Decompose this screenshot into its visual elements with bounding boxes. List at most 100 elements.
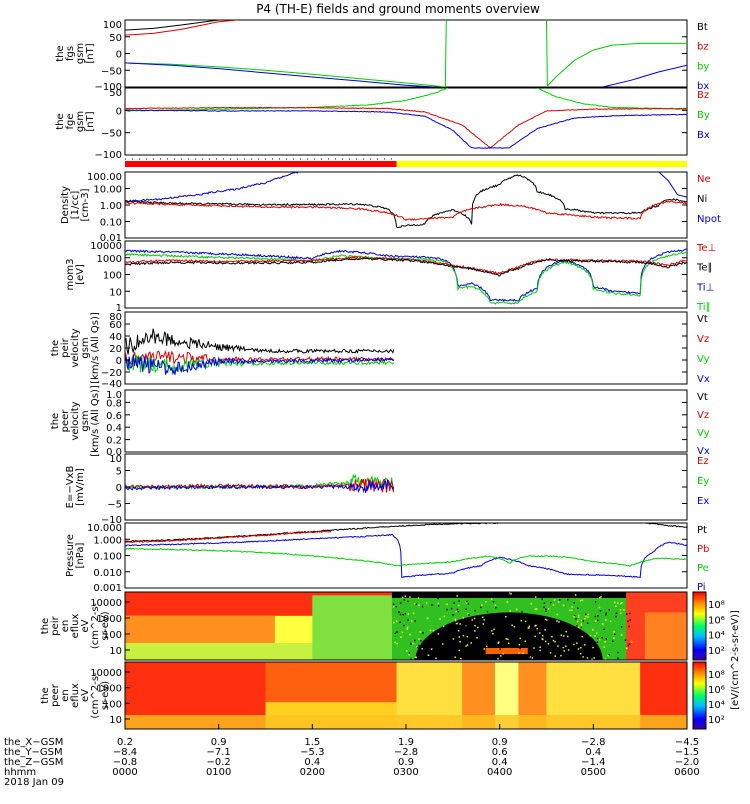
y-tick-label: 5 (116, 467, 122, 478)
series-line-red (125, 200, 687, 221)
series-line-blue (125, 478, 395, 494)
y-axis-label: (cm^2-s- (90, 672, 101, 719)
y-tick-label: 100.00 (87, 172, 122, 183)
y-tick-label: 1.000 (93, 535, 122, 546)
x-tick-label: −2.8 (581, 737, 605, 748)
x-tick-label: −8.4 (113, 747, 137, 758)
legend-entry: Pt (697, 525, 707, 536)
series-line-red (125, 349, 395, 368)
y-axis-label: [km/s (All Qs)] (90, 312, 101, 384)
date-label: 2018 Jan 09 (4, 777, 64, 788)
y-axis-label: fge (65, 113, 76, 129)
y-tick-label: 10 (109, 454, 122, 465)
y-axis-label: sr-eV) (100, 681, 111, 710)
y-tick-label: 10.000 (87, 523, 122, 534)
chart-title: P4 (TH-E) fields and ground moments over… (256, 2, 540, 16)
x-axis-row-label: the_X−GSM (4, 737, 63, 748)
legend-entry: Ni (697, 194, 707, 205)
legend-entry: Vz (697, 334, 709, 345)
series-line-red (125, 255, 687, 276)
x-tick-label: 0.4 (492, 757, 508, 768)
y-axis-label: [km/s (All Qs)] (90, 385, 101, 457)
y-tick-label: 10.00 (93, 185, 122, 196)
y-tick-label: 0.01 (100, 233, 122, 244)
y-axis-label: gsm (80, 337, 91, 358)
y-tick-label: 0 (116, 50, 122, 61)
y-tick-label: −20 (101, 368, 122, 379)
series-line-blue (125, 354, 394, 376)
legend-entry: Ey (697, 476, 709, 487)
x-tick-label: −7.1 (207, 747, 231, 758)
panel-frame (124, 591, 688, 661)
panel-fge: 50 0 −50 −100 Bz By Bx the fge gsm [nT] (55, 87, 710, 161)
panel-efield: 10 5 0 −5 −10 Ez Ey Ex E=−VxB [mV/m] (65, 453, 709, 526)
x-tick-label: −2.8 (394, 747, 418, 758)
x-tick-label: 0.6 (492, 747, 508, 758)
legend-entry: Ez (697, 456, 709, 467)
y-tick-label: −100 (95, 150, 122, 161)
y-tick-label: 0.001 (93, 583, 122, 594)
x-tick-label: 0400 (487, 767, 512, 778)
y-tick-label: 0 (116, 483, 122, 494)
x-tick-label: 0100 (206, 767, 231, 778)
series-line-red (125, 106, 687, 149)
y-tick-label: 1.00 (100, 201, 122, 212)
y-axis-label: eV (80, 689, 91, 702)
y-tick-label: 100 (103, 630, 122, 641)
series-line-blue (125, 109, 687, 149)
series-line-black (125, 328, 395, 355)
y-tick-label: 0.4 (106, 423, 122, 434)
panel-frame (124, 389, 688, 453)
x-tick-label: 1.9 (398, 737, 414, 748)
y-tick-label: −50 (101, 129, 122, 140)
y-tick-label: 0 (116, 356, 122, 367)
y-axis-label: Pressure (65, 534, 76, 577)
legend-entry: Ti⊥ (696, 282, 714, 293)
y-tick-label: 0.0 (106, 447, 122, 458)
x-tick-label: 0.2 (117, 737, 133, 748)
y-tick-label: 10 (109, 287, 122, 298)
panel-frame (124, 87, 688, 156)
series-line-black (644, 523, 687, 529)
y-tick-label: 100 (103, 20, 122, 31)
legend-entry: Vy (697, 428, 710, 439)
legend-entry: Npot (697, 214, 721, 225)
y-axis-label: en (60, 620, 71, 633)
y-tick-label: 50 (109, 33, 122, 44)
x-tick-label: 0.4 (585, 747, 601, 758)
series-line-blue (125, 172, 299, 203)
colorbar-tick: 10⁴ (708, 631, 725, 642)
y-tick-label: 100 (103, 699, 122, 710)
y-tick-label: −5 (107, 500, 122, 511)
legend-entry: By (697, 110, 710, 121)
series-line-green (125, 62, 446, 87)
y-axis-label: [nPa] (75, 542, 86, 568)
y-tick-label: 1000 (97, 684, 122, 695)
legend-entry: Pi (697, 582, 706, 593)
legend-entry: bz (697, 42, 709, 53)
series-line-black (125, 20, 238, 31)
panel-frame (124, 171, 688, 239)
legend-entry: Ne (697, 174, 711, 185)
y-axis-label: velocity (70, 328, 81, 367)
y-axis-label: [mV/m] (75, 468, 86, 506)
y-axis-label: peer (50, 683, 61, 707)
panel-fgs: 100 50 0 −50 −100 Bt bz by bx the fgs gsm [nT] (55, 19, 709, 93)
series-line-blue (602, 64, 687, 87)
legend-entry: Vt (697, 392, 708, 403)
y-axis-label: eflux (70, 683, 81, 708)
y-axis-label: mom3 (65, 259, 76, 291)
x-tick-label: −1.4 (581, 757, 605, 768)
panel-frame (124, 19, 688, 88)
x-axis-row-label: the_Y−GSM (4, 747, 63, 758)
y-tick-label: −50 (101, 66, 122, 77)
y-axis-label: [1/cc] (70, 191, 81, 220)
colorbar-tick: 10⁸ (708, 670, 725, 681)
x-tick-label: −5.3 (300, 747, 324, 758)
y-tick-label: 50 (109, 88, 122, 99)
series-line-green (546, 20, 548, 87)
legend-entry: Te∥ (696, 263, 713, 274)
colorbar (692, 661, 707, 730)
